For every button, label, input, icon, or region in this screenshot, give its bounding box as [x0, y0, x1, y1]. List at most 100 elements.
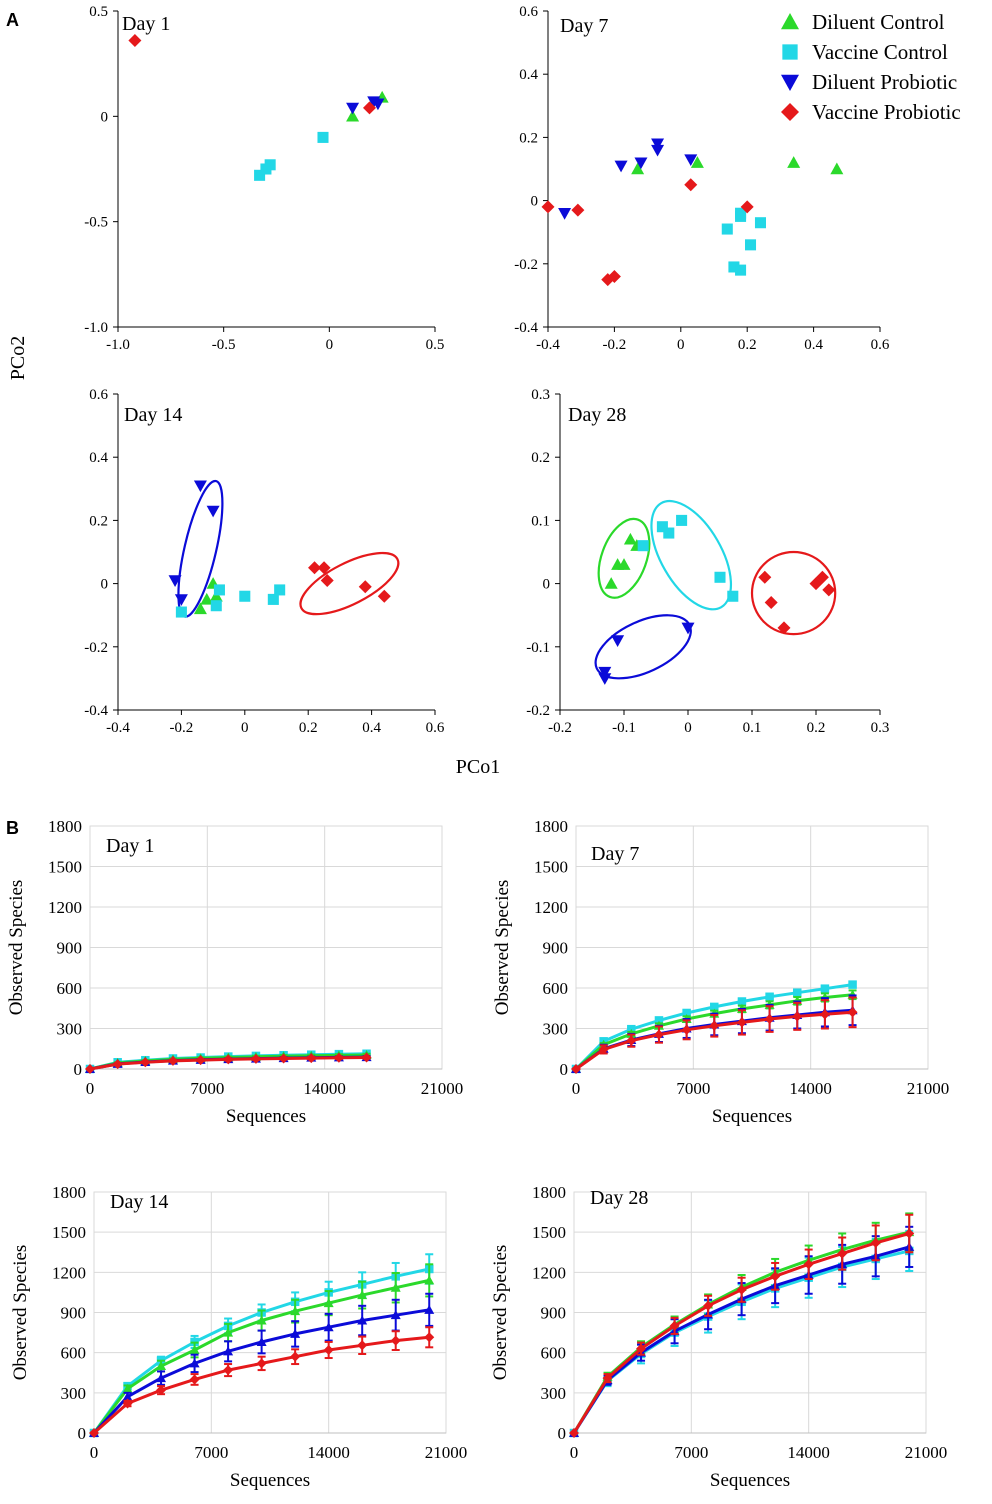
legend-marker-diluent-control [781, 13, 799, 30]
y-tick-label: 1800 [52, 1183, 86, 1202]
y-tick-label: 600 [543, 979, 569, 998]
point-vaccine-probiotic [815, 570, 829, 584]
point-vaccine-probiotic [223, 1054, 234, 1065]
point-vaccine-probiotic [653, 1029, 664, 1040]
point-vaccine-control [744, 239, 757, 251]
y-tick-label: 600 [61, 1344, 87, 1363]
y-tick-label: -0.4 [84, 703, 108, 719]
y-tick-label: 1200 [534, 898, 568, 917]
y-axis-title: Observed Species [492, 880, 513, 1016]
y-tick-label: 0 [558, 1424, 567, 1443]
legend-marker-vaccine-control [782, 44, 798, 60]
y-tick-label: 300 [57, 1020, 83, 1039]
point-vaccine-control [721, 223, 733, 235]
legend-label-vaccine-control: Vaccine Control [812, 40, 948, 64]
point-vaccine-probiotic [156, 1385, 167, 1396]
y-tick-label: 900 [57, 939, 83, 958]
point-vaccine-probiotic [792, 1011, 803, 1022]
point-diluent-control [200, 592, 214, 605]
cluster-ellipse-vaccine-probiotic [299, 551, 400, 616]
y-tick-label: 0.4 [519, 67, 538, 83]
point-vaccine-probiotic [317, 561, 331, 575]
y-axis-title: Observed Species [490, 1245, 511, 1381]
point-diluent-control [122, 1383, 133, 1393]
point-vaccine-probiotic [736, 1017, 747, 1028]
rarefaction-day28-plot: 0 300 600 900 1200 1500 1800 0 7000 14000 21000 Day… [490, 1183, 947, 1491]
x-tick-label: 14000 [787, 1443, 830, 1462]
x-tick-label: 21000 [905, 1443, 948, 1462]
point-vaccine-control [210, 600, 222, 612]
y-tick-label: 0.1 [531, 513, 550, 529]
point-vaccine-probiotic [847, 1007, 858, 1018]
point-diluent-probiotic [156, 1373, 167, 1383]
point-vaccine-probiotic [424, 1332, 435, 1343]
point-vaccine-probiotic [306, 1053, 317, 1064]
y-tick-label: 0.2 [89, 513, 108, 529]
point-vaccine-control [213, 584, 225, 596]
point-diluent-probiotic [168, 575, 182, 587]
point-vaccine-probiotic [571, 1064, 581, 1074]
point-vaccine-probiotic [377, 589, 391, 603]
point-diluent-control [256, 1315, 267, 1325]
point-vaccine-probiotic [223, 1365, 234, 1376]
point-vaccine-probiotic [256, 1358, 267, 1369]
point-vaccine-probiotic [362, 101, 376, 115]
point-diluent-control [357, 1290, 368, 1300]
point-diluent-probiotic [598, 673, 612, 685]
y-tick-label: 0 [78, 1424, 87, 1443]
x-tick-label: -1.0 [106, 337, 130, 353]
x-tick-label: 0.2 [738, 337, 757, 353]
point-vaccine-probiotic [167, 1055, 178, 1066]
plot-title: Day 14 [110, 1191, 168, 1213]
point-diluent-control [156, 1361, 167, 1371]
point-vaccine-control [735, 207, 747, 219]
x-tick-label: 0 [326, 337, 334, 353]
x-tick-label: 0 [677, 337, 685, 353]
point-vaccine-probiotic [758, 570, 772, 584]
x-tick-label: 0 [241, 720, 249, 736]
point-vaccine-probiotic [357, 1340, 368, 1351]
point-diluent-control [424, 1275, 435, 1285]
point-vaccine-probiotic [803, 1259, 814, 1270]
point-diluent-probiotic [174, 594, 188, 606]
point-vaccine-probiotic [607, 269, 621, 283]
x-tick-label: 7000 [674, 1443, 708, 1462]
y-tick-label: 0 [560, 1060, 569, 1079]
y-tick-label: 900 [541, 1304, 567, 1323]
y-tick-label: 0.6 [89, 387, 108, 403]
y-axis-title: Observed Species [6, 880, 27, 1016]
y-tick-label: 1800 [532, 1183, 566, 1202]
point-vaccine-probiotic [333, 1052, 344, 1063]
x-tick-label: 0 [86, 1079, 95, 1098]
x-tick-label: 21000 [421, 1079, 464, 1098]
x-tick-label: 0.2 [299, 720, 318, 736]
point-vaccine-probiotic [870, 1237, 881, 1248]
point-diluent-probiotic [651, 138, 665, 151]
rarefaction-day14-plot: 0 300 600 900 1200 1500 1800 0 7000 14000 21000 Day… [10, 1183, 467, 1491]
point-vaccine-control [317, 131, 329, 143]
x-tick-label: 0 [90, 1443, 99, 1462]
point-diluent-probiotic [206, 505, 220, 518]
point-diluent-probiotic [598, 666, 612, 679]
y-tick-label: 600 [57, 979, 83, 998]
point-vaccine-probiotic [740, 200, 754, 214]
point-diluent-probiotic [424, 1304, 435, 1314]
x-tick-label: 21000 [907, 1079, 950, 1098]
y-tick-label: 600 [541, 1344, 567, 1363]
pcoa-day28-plot: -0.2 -0.1 0 0.1 0.2 0.3 -0.2 -0.1 0 0.1 0.2 0.3 Day … [526, 387, 889, 736]
point-diluent-probiotic [357, 1315, 368, 1325]
point-vaccine-control [727, 590, 739, 602]
x-axis-title: Sequences [710, 1470, 790, 1491]
x-tick-label: 7000 [676, 1079, 710, 1098]
point-vaccine-control [710, 1002, 719, 1012]
point-vaccine-control [663, 527, 675, 539]
point-vaccine-probiotic [703, 1300, 714, 1311]
legend-label-diluent-probiotic: Diluent Probiotic [812, 70, 957, 94]
x-tick-label: 0.1 [743, 720, 762, 736]
x-tick-label: -0.2 [603, 337, 627, 353]
legend-label-diluent-control: Diluent Control [812, 10, 945, 34]
point-diluent-probiotic [614, 160, 628, 173]
y-tick-label: -0.4 [514, 320, 538, 336]
point-diluent-probiotic [611, 635, 625, 647]
point-diluent-probiotic [634, 157, 648, 170]
